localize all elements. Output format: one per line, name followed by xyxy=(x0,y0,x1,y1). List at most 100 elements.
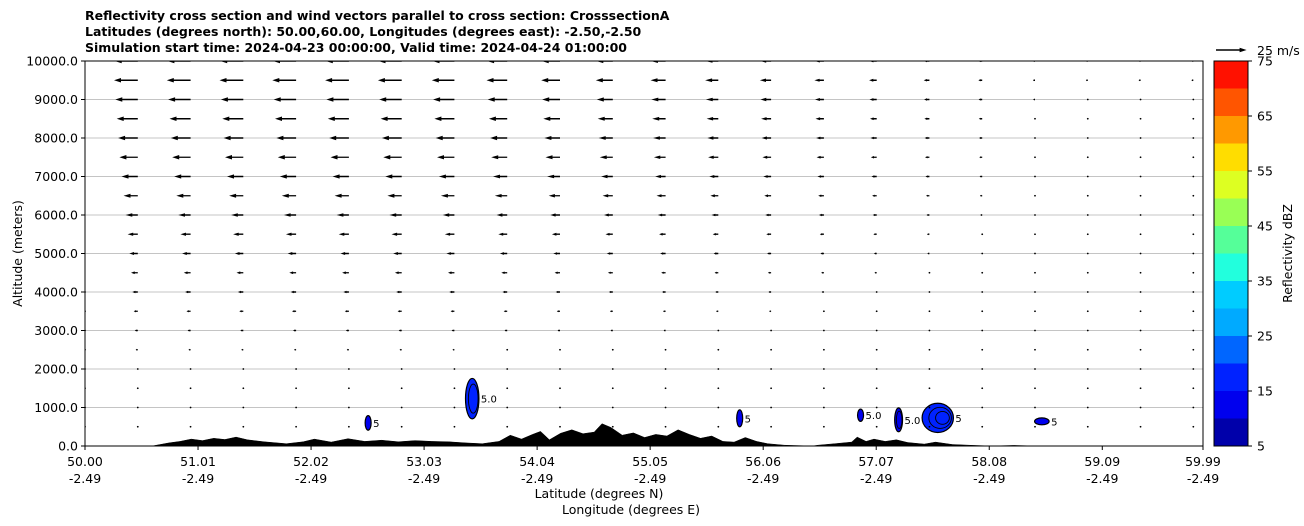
wind-vector xyxy=(233,232,244,236)
wind-vector xyxy=(875,406,878,409)
wind-vector xyxy=(400,406,403,409)
wind-vector xyxy=(541,78,560,83)
wind-vector xyxy=(978,117,983,120)
wind-vector xyxy=(1086,406,1089,409)
wind-vector xyxy=(767,252,772,255)
wind-vector xyxy=(1192,156,1195,159)
wind-vector xyxy=(653,155,666,159)
colorbar: 5 15 25 35 45 55 65 75 xyxy=(1213,54,1273,454)
wind-vector xyxy=(978,98,983,101)
wind-vector xyxy=(231,213,244,217)
wind-vector xyxy=(506,368,509,370)
quiver-key-label: 25 m/s xyxy=(1257,43,1300,58)
wind-vector xyxy=(114,61,138,64)
reflectivity-cell: 5 xyxy=(921,402,962,434)
wind-vector xyxy=(981,368,984,370)
wind-vector xyxy=(295,387,298,390)
x-tick-label-lon: -2.49 xyxy=(1187,471,1219,486)
wind-vector xyxy=(294,348,297,351)
wind-vector xyxy=(769,310,772,313)
wind-vector xyxy=(295,406,298,409)
wind-vector xyxy=(502,290,508,294)
wind-vector xyxy=(820,252,824,255)
wind-vector xyxy=(223,135,244,141)
wind-vector xyxy=(872,194,877,197)
wind-vector xyxy=(709,175,719,178)
wind-vector xyxy=(981,387,984,390)
wind-vector xyxy=(133,310,138,313)
wind-vector xyxy=(609,310,613,313)
wind-vector xyxy=(125,213,138,217)
wind-vector xyxy=(281,193,297,198)
wind-vector xyxy=(548,194,560,198)
wind-vector xyxy=(326,97,349,102)
wind-vector xyxy=(1192,98,1195,101)
wind-vector xyxy=(396,290,402,294)
wind-vector xyxy=(1086,291,1089,293)
wind-vector xyxy=(506,425,509,428)
wind-vector xyxy=(1034,233,1036,236)
wind-vector xyxy=(81,195,85,197)
wind-vector xyxy=(176,193,191,198)
wind-vector xyxy=(869,78,877,82)
wind-vector xyxy=(770,425,773,428)
wind-vector xyxy=(717,329,720,332)
wind-vector xyxy=(1139,271,1142,274)
wind-vector xyxy=(506,348,509,351)
wind-vector xyxy=(1034,329,1036,332)
colorbar-frame xyxy=(1213,60,1249,447)
wind-vector xyxy=(925,156,930,159)
colorbar-segment xyxy=(1214,226,1248,254)
wind-vector xyxy=(717,348,720,351)
colorbar-tick-label: 15 xyxy=(1257,384,1273,399)
wind-vector xyxy=(872,213,877,217)
wind-vector xyxy=(220,61,244,64)
wind-vector xyxy=(1085,79,1088,82)
wind-vector xyxy=(928,368,931,370)
colorbar-segment xyxy=(1214,61,1248,89)
wind-vectors xyxy=(80,61,1195,428)
wind-vector xyxy=(1034,137,1036,139)
wind-vector xyxy=(80,156,86,159)
wind-vector xyxy=(873,233,877,236)
wind-vector xyxy=(121,174,138,179)
colorbar-segment xyxy=(1214,391,1248,419)
wind-vector xyxy=(391,232,402,236)
wind-vector xyxy=(1192,194,1195,197)
wind-vector xyxy=(450,310,455,313)
wind-vector xyxy=(437,155,455,160)
x-tick-label-lat: 55.05 xyxy=(632,454,668,469)
wind-vector xyxy=(292,310,297,313)
wind-vector xyxy=(661,271,666,274)
wind-vector xyxy=(498,232,508,236)
wind-vector xyxy=(1034,348,1036,351)
wind-vector xyxy=(1086,310,1089,313)
cell-fill xyxy=(736,409,744,428)
wind-vector xyxy=(819,213,824,217)
wind-vector xyxy=(545,155,560,160)
wind-vector xyxy=(293,329,297,332)
wind-vector xyxy=(978,79,983,82)
wind-vector xyxy=(717,368,720,370)
cell-fill xyxy=(364,414,372,431)
colorbar-segment xyxy=(1214,418,1248,446)
x-tick-label-lat: 57.07 xyxy=(858,454,894,469)
wind-vector xyxy=(189,406,192,409)
wind-vector xyxy=(657,213,666,217)
wind-vector xyxy=(116,116,138,121)
wind-vector xyxy=(611,368,614,370)
contour-label: 5.0 xyxy=(905,416,921,427)
wind-vector xyxy=(1192,175,1195,178)
wind-vector xyxy=(336,213,349,217)
wind-vector xyxy=(875,329,878,332)
wind-vector xyxy=(1192,425,1195,428)
wind-vector xyxy=(606,252,613,255)
wind-vector xyxy=(334,193,349,198)
wind-vector xyxy=(928,406,931,409)
wind-vector xyxy=(768,291,772,293)
y-tick-label: 10000.0 xyxy=(26,54,78,69)
wind-vector xyxy=(329,135,349,141)
wind-vector xyxy=(496,213,508,217)
colorbar-tick-label: 25 xyxy=(1257,329,1273,344)
wind-vector xyxy=(501,271,508,274)
